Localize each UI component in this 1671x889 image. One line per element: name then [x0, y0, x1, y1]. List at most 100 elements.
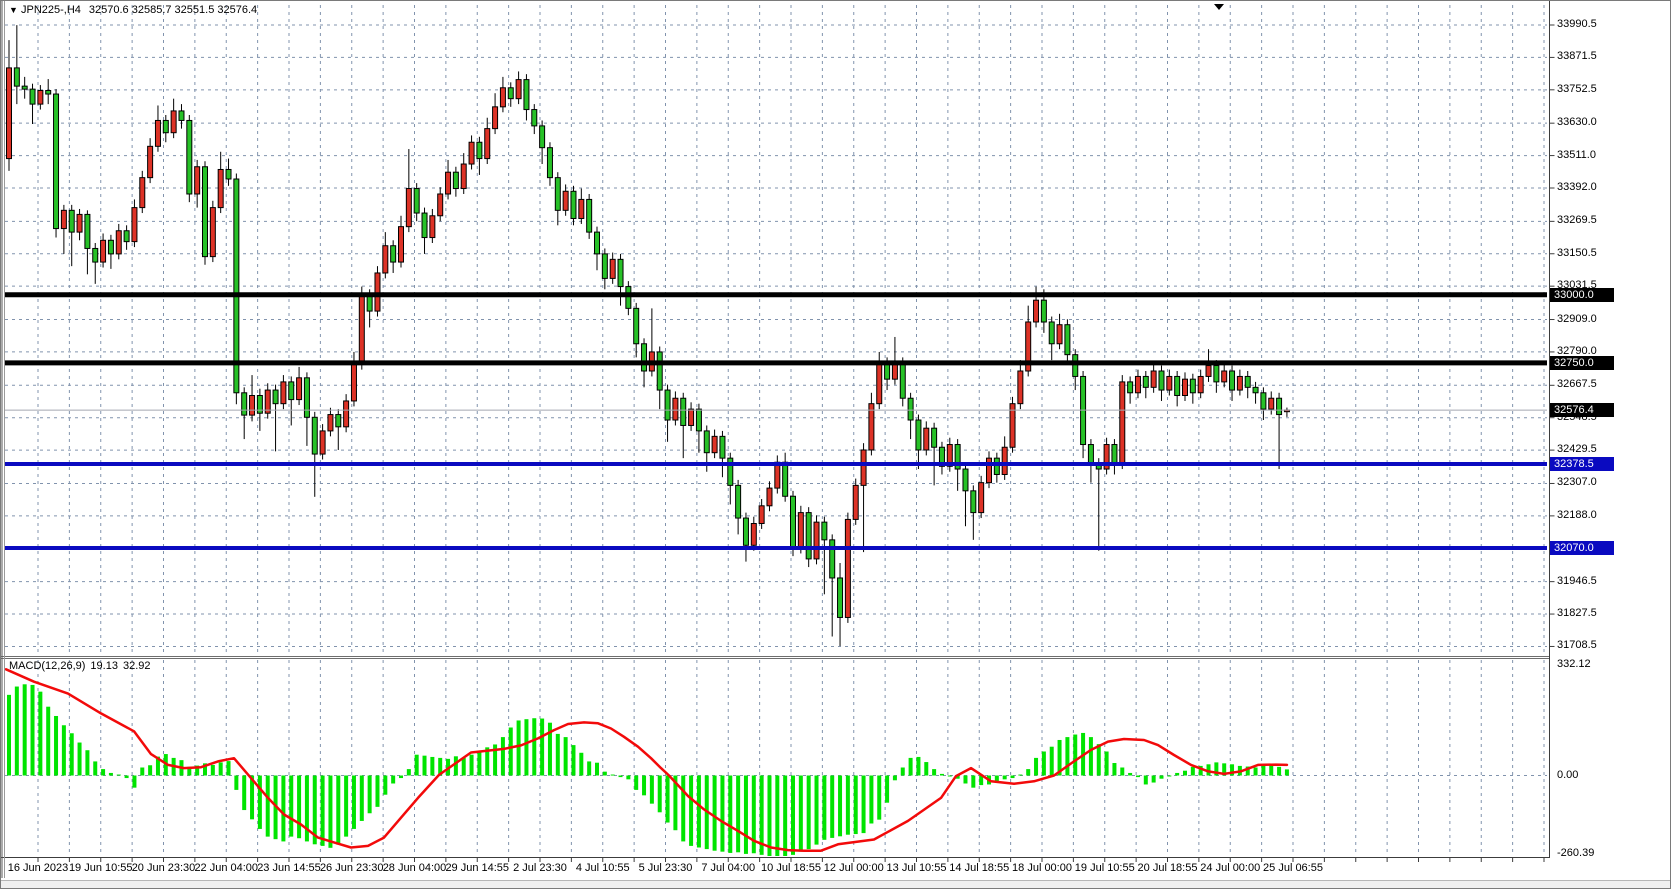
macd-bar: [257, 775, 262, 829]
macd-scale-max: 332.12: [1557, 658, 1591, 670]
candle: [750, 523, 757, 546]
candle: [1236, 375, 1243, 391]
candle: [601, 253, 608, 279]
candle: [829, 539, 836, 579]
candle: [609, 258, 616, 279]
macd-bar: [1112, 763, 1117, 776]
candle: [523, 79, 530, 111]
price-tick-label: 32909.0: [1557, 312, 1597, 325]
candle: [288, 381, 295, 401]
macd-bar: [422, 755, 427, 776]
price-tick-label: 32188.0: [1557, 508, 1597, 521]
chart-shift-marker[interactable]: [1214, 4, 1224, 10]
macd-bar: [1198, 765, 1203, 776]
macd-bar: [7, 694, 11, 776]
candle: [742, 517, 749, 546]
symbol-dropdown-icon[interactable]: ▼: [9, 5, 18, 15]
macd-bar: [108, 772, 113, 776]
candle: [986, 457, 992, 484]
macd-bar: [500, 737, 505, 776]
candle: [335, 414, 342, 428]
macd-bar: [947, 775, 952, 777]
candle: [507, 87, 514, 100]
candle: [539, 125, 546, 149]
macd-bar: [775, 775, 780, 856]
macd-bar: [555, 733, 560, 776]
candle: [374, 272, 381, 312]
time-tick-label: 28 Jun 04:00: [382, 862, 447, 874]
candle: [194, 166, 201, 195]
candle: [695, 408, 702, 432]
price-tick-label: 33511.0: [1557, 148, 1596, 161]
candle: [1158, 370, 1165, 391]
candle: [249, 395, 256, 416]
candle: [1244, 375, 1251, 388]
macd-bar: [367, 775, 372, 814]
macd-bar: [532, 718, 537, 776]
price-tick-label: 32429.5: [1557, 443, 1597, 456]
macd-bar: [69, 733, 74, 776]
macd-histogram: [7, 684, 1289, 856]
candle: [821, 521, 828, 541]
candle: [962, 468, 969, 492]
candle: [1205, 365, 1212, 377]
time-tick-label: 29 Jun 14:55: [445, 862, 510, 874]
macd-bar: [571, 745, 576, 776]
macd-bar: [1222, 763, 1227, 776]
macd-bar: [242, 775, 247, 811]
candle: [45, 89, 52, 95]
candle: [476, 141, 483, 160]
macd-bar: [1010, 775, 1015, 779]
macd-bar: [1002, 775, 1007, 780]
macd-bar: [595, 762, 599, 776]
macd-bar: [1151, 775, 1156, 783]
candle: [107, 239, 114, 255]
macd-bar: [1088, 737, 1093, 776]
macd-bar: [1245, 766, 1250, 776]
macd-bar: [1261, 765, 1266, 776]
candle: [202, 166, 208, 258]
candle: [978, 482, 985, 514]
macd-bar: [477, 752, 482, 776]
macd-bar: [414, 754, 419, 776]
candle: [468, 141, 475, 165]
macd-bar: [1057, 739, 1062, 776]
candle: [100, 239, 107, 263]
candle: [350, 363, 357, 402]
candle: [938, 446, 945, 467]
candle: [868, 403, 875, 451]
macd-bar: [383, 775, 388, 795]
macd-bar: [336, 775, 341, 845]
macd-bar: [297, 775, 302, 839]
candle: [546, 147, 553, 179]
macd-bar: [877, 775, 882, 820]
macd-bar: [116, 774, 121, 776]
macd-signal-value: 32.92: [122, 660, 151, 672]
macd-signal-line: [4, 668, 1289, 852]
candle: [1166, 375, 1173, 391]
time-tick-label: 19 Jul 10:55: [1074, 862, 1135, 874]
candle: [413, 188, 420, 214]
candle: [303, 377, 310, 418]
candle: [688, 408, 695, 426]
candle: [1268, 397, 1275, 410]
macd-bar: [1284, 769, 1289, 776]
macd-bar: [861, 775, 866, 834]
macd-bar: [210, 764, 215, 776]
macd-bar: [391, 775, 396, 784]
candle: [970, 490, 977, 514]
ohlc-values-label: 32570.6 32585.7 32551.5 32576.4: [88, 4, 258, 16]
macd-bar: [30, 684, 35, 776]
price-tick-label: 31708.5: [1557, 639, 1597, 652]
candle: [1150, 370, 1157, 388]
macd-bar: [939, 773, 944, 776]
macd-bar: [673, 775, 678, 831]
macd-bar: [101, 769, 106, 776]
candle: [1221, 370, 1228, 383]
macd-bar: [963, 775, 968, 784]
price-tick-label: 33752.5: [1557, 82, 1597, 95]
macd-bar: [148, 765, 153, 776]
candle: [492, 106, 499, 130]
candle: [1127, 381, 1134, 394]
